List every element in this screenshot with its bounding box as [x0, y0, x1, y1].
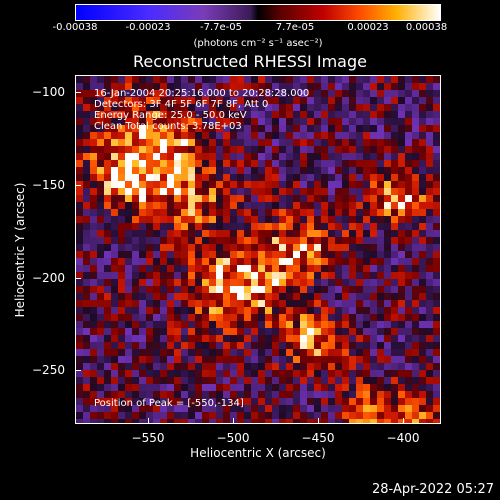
y-tick-mark — [75, 185, 81, 186]
colorbar-tick: -0.00023 — [125, 22, 171, 33]
x-tick-mark — [148, 418, 149, 424]
x-tick-label: −400 — [386, 431, 420, 445]
timestamp: 28-Apr-2022 05:27 — [372, 482, 494, 497]
y-tick-label: −250 — [32, 363, 65, 377]
colorbar-tick: -7.7e-05 — [200, 22, 242, 33]
solar-image: 16-Jan-2004 20:25:16.000 to 20:28:28.000… — [75, 75, 441, 424]
heatmap-canvas — [76, 76, 440, 423]
x-tick-label: −550 — [131, 431, 165, 445]
colorbar-tick: 0.00038 — [405, 22, 448, 33]
colorbar-units: (photons cm⁻² s⁻¹ asec⁻²) — [193, 38, 323, 49]
x-tick-mark — [233, 418, 234, 424]
x-tick-mark — [403, 418, 404, 424]
observation-info: 16-Jan-2004 20:25:16.000 to 20:28:28.000… — [94, 88, 309, 132]
observation-time: 16-Jan-2004 20:25:16.000 to 20:28:28.000 — [94, 88, 310, 99]
colorbar-tick: 0.00023 — [347, 22, 389, 33]
energy-range: Energy Range: 25.0 - 50.0 keV — [94, 110, 247, 121]
peak-position: Position of Peak = [-550,-134] — [94, 398, 244, 409]
x-tick-mark — [318, 418, 319, 424]
y-tick-label: −200 — [32, 271, 65, 285]
y-axis-label: Heliocentric Y (arcsec) — [13, 182, 27, 318]
colorbar-tick: -0.00038 — [52, 22, 98, 33]
colorbar — [75, 4, 441, 21]
y-tick-mark — [75, 92, 81, 93]
x-tick-label: −500 — [216, 431, 250, 445]
x-tick-label: −450 — [301, 431, 335, 445]
plot-title: Reconstructed RHESSI Image — [133, 52, 367, 71]
y-tick-label: −100 — [32, 85, 65, 99]
y-tick-label: −150 — [32, 178, 65, 192]
y-tick-mark — [75, 370, 81, 371]
detectors-info: Detectors: 3F 4F 5F 6F 7F 8F, Att 0 — [94, 99, 269, 110]
clean-counts: Clean Total counts: 3.78E+03 — [94, 121, 242, 132]
x-axis-label: Heliocentric X (arcsec) — [190, 446, 326, 460]
y-tick-mark — [75, 278, 81, 279]
colorbar-tick: 7.7e-05 — [275, 22, 315, 33]
